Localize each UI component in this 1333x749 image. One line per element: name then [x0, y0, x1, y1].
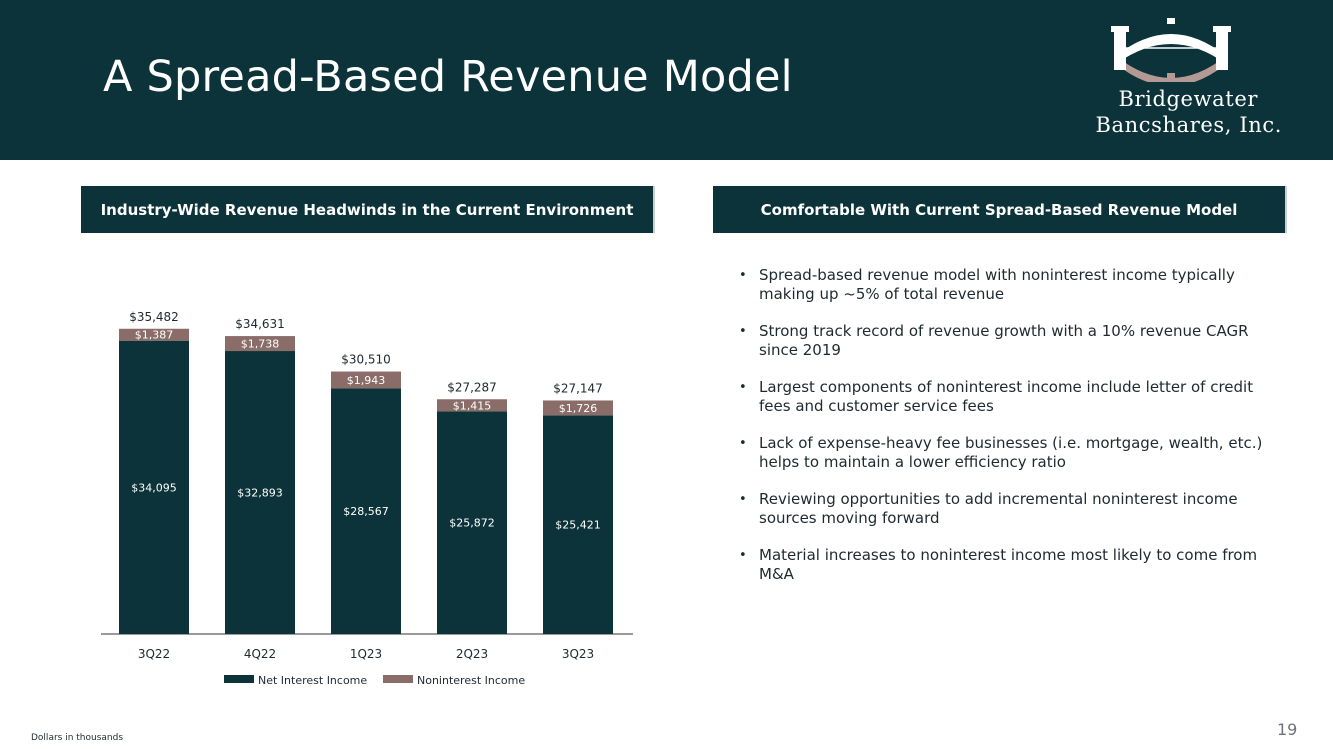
- right-section-header: Comfortable With Current Spread-Based Re…: [713, 186, 1287, 233]
- x-tick-label: 1Q23: [350, 647, 382, 661]
- data-label-noninterest: $1,943: [347, 374, 386, 387]
- bar-noninterest-income: [119, 328, 189, 341]
- data-label-net-interest: $34,095: [131, 481, 177, 494]
- data-label-net-interest: $25,872: [449, 517, 495, 530]
- legend-label-noninterest: Noninterest Income: [417, 674, 525, 687]
- bullet-dot-icon: •: [739, 380, 747, 395]
- legend-swatch-net-interest: [224, 675, 254, 683]
- bar-noninterest-income: [331, 371, 401, 389]
- logo-name-line2: Bancshares, Inc.: [1095, 113, 1282, 137]
- bar-net-interest-income: [331, 388, 401, 634]
- x-tick-label: 4Q22: [244, 647, 276, 661]
- bullet-dot-icon: •: [739, 268, 747, 283]
- legend-label-net-interest: Net Interest Income: [258, 674, 367, 687]
- bullet-item: • Spread-based revenue model with noninte…: [739, 266, 1235, 303]
- bar-net-interest-income: [437, 411, 507, 634]
- bullet-item: • Strong track record of revenue growth w…: [739, 322, 1249, 359]
- data-label-total: $34,631: [235, 317, 285, 331]
- x-tick-label: 3Q22: [138, 647, 170, 661]
- x-tick-label: 2Q23: [456, 647, 488, 661]
- left-section-header: Industry-Wide Revenue Headwinds in the C…: [81, 186, 655, 233]
- data-label-noninterest: $1,738: [241, 338, 280, 351]
- page-title: A Spread-Based Revenue Model: [103, 52, 793, 102]
- data-label-total: $27,287: [447, 380, 497, 394]
- bar-net-interest-income: [225, 351, 295, 634]
- bullet-dot-icon: •: [739, 548, 747, 563]
- data-label-net-interest: $32,893: [237, 487, 283, 500]
- company-logo: Bridgewater Bancshares, Inc.: [1062, 16, 1292, 146]
- bridge-arch-logo-icon: [1111, 18, 1231, 82]
- bar-net-interest-income: [543, 415, 613, 634]
- page-number: 19: [1277, 720, 1298, 739]
- bar-net-interest-income: [119, 340, 189, 634]
- legend-swatch-noninterest: [383, 675, 413, 683]
- bullet-dot-icon: •: [739, 492, 747, 507]
- bar-noninterest-income: [225, 336, 295, 352]
- data-label-net-interest: $28,567: [343, 505, 389, 518]
- bullet-dot-icon: •: [739, 436, 747, 451]
- revenue-stacked-bar-chart: $34,095 $1,387 $35,482 3Q22 $32,893 $1,738 $34…: [101, 310, 633, 687]
- header-banner: A Spread-Based Revenue Model Bridgewater…: [0, 0, 1333, 160]
- bullet-item: • Largest components of noninterest incom…: [739, 378, 1254, 415]
- footnote: Dollars in thousands: [31, 733, 124, 743]
- data-label-net-interest: $25,421: [555, 519, 601, 532]
- bullet-list: • Spread-based revenue model with noninte…: [735, 266, 1275, 602]
- data-label-noninterest: $1,415: [453, 399, 492, 412]
- bullet-item: • Material increases to noninterest incom…: [739, 546, 1258, 583]
- bullet-item: • Lack of expense-heavy fee businesses (i…: [739, 434, 1263, 471]
- data-label-total: $35,482: [129, 310, 179, 324]
- data-label-total: $27,147: [553, 381, 603, 395]
- data-label-noninterest: $1,726: [559, 402, 598, 415]
- x-tick-label: 3Q23: [562, 647, 594, 661]
- bar-noninterest-income: [437, 399, 507, 412]
- bullet-item: • Reviewing opportunities to add incremen…: [739, 490, 1238, 527]
- data-label-total: $30,510: [341, 353, 391, 367]
- bar-noninterest-income: [543, 400, 613, 416]
- data-label-noninterest: $1,387: [135, 329, 174, 342]
- logo-name-line1: Bridgewater: [1118, 87, 1258, 111]
- bullet-dot-icon: •: [739, 324, 747, 339]
